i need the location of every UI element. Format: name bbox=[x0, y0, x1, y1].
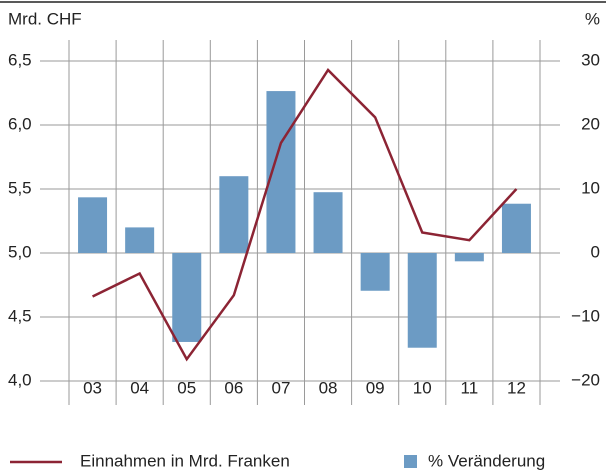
y2-tick-label: −10 bbox=[571, 306, 600, 325]
bar bbox=[360, 253, 390, 291]
y2-tick-label: 30 bbox=[581, 50, 600, 69]
bar bbox=[78, 197, 108, 253]
legend-label: Einnahmen in Mrd. Franken bbox=[80, 451, 290, 470]
bar bbox=[219, 176, 249, 253]
bar bbox=[454, 253, 484, 262]
y-tick-label: 6,5 bbox=[8, 50, 32, 69]
legend-label: % Veränderung bbox=[428, 451, 545, 470]
legend-swatch bbox=[404, 455, 417, 468]
x-tick-label: 07 bbox=[271, 378, 290, 397]
x-tick-label: 12 bbox=[507, 378, 526, 397]
x-tick-label: 10 bbox=[413, 378, 432, 397]
y-axis-label: Mrd. CHF bbox=[8, 9, 82, 28]
x-tick-label: 05 bbox=[177, 378, 196, 397]
y-tick-label: 4,5 bbox=[8, 306, 32, 325]
x-tick-label: 08 bbox=[319, 378, 338, 397]
x-tick-label: 03 bbox=[83, 378, 102, 397]
x-tick-label: 04 bbox=[130, 378, 149, 397]
bar bbox=[313, 192, 343, 253]
y-tick-label: 6,0 bbox=[8, 114, 32, 133]
bar bbox=[501, 203, 531, 253]
x-tick-label: 11 bbox=[461, 378, 479, 397]
y2-tick-label: 20 bbox=[581, 114, 600, 133]
bar bbox=[407, 253, 437, 348]
bar bbox=[172, 253, 202, 342]
y2-axis-label: % bbox=[585, 9, 600, 28]
y2-tick-label: −20 bbox=[571, 370, 600, 389]
y-tick-label: 4,0 bbox=[8, 370, 32, 389]
bar bbox=[125, 227, 155, 253]
line bbox=[92, 67, 518, 362]
y-tick-label: 5,5 bbox=[8, 178, 32, 197]
x-tick-label: 06 bbox=[224, 378, 243, 397]
y2-tick-label: 0 bbox=[591, 242, 600, 261]
y-tick-label: 5,0 bbox=[8, 242, 32, 261]
x-tick-label: 09 bbox=[366, 378, 385, 397]
y2-tick-label: 10 bbox=[581, 178, 600, 197]
